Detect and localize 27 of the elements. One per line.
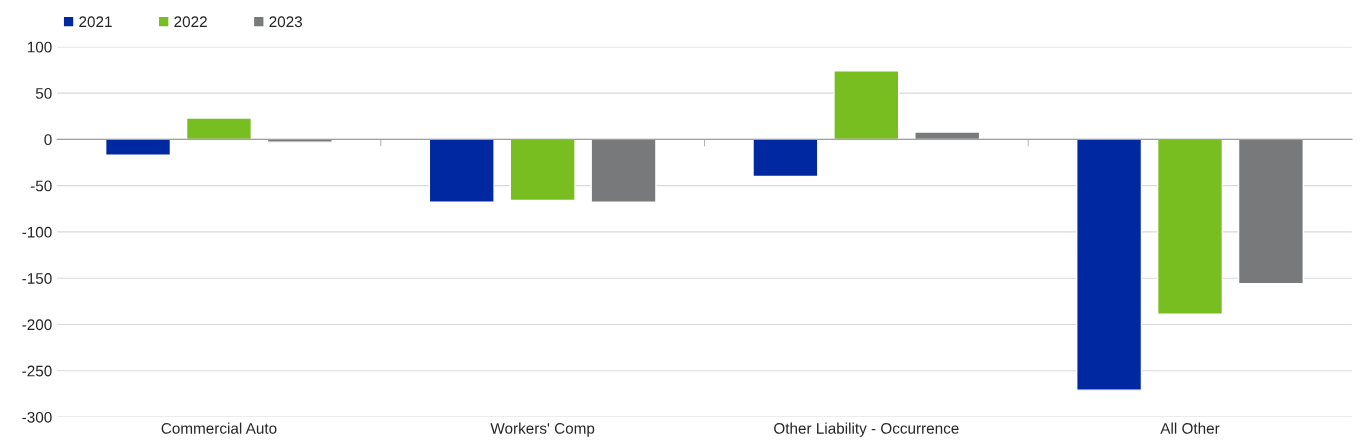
y-tick-label: 100 bbox=[27, 41, 52, 53]
x-tick-label: Other Liability - Occurrence bbox=[774, 422, 959, 437]
bar bbox=[914, 131, 981, 141]
x-tick-label: Commercial Auto bbox=[161, 422, 277, 434]
y-tick-label: 50 bbox=[35, 87, 52, 99]
bar bbox=[185, 117, 253, 141]
y-tick-label: -150 bbox=[22, 273, 52, 284]
y-tick-label: -200 bbox=[22, 319, 52, 331]
y-tick-label: 0 bbox=[44, 134, 52, 146]
y-tick-label: -100 bbox=[22, 226, 52, 238]
legend-label: 2022 bbox=[174, 16, 207, 28]
bar bbox=[590, 138, 657, 204]
x-tick-label: Workers' Comp bbox=[490, 422, 595, 437]
bar bbox=[104, 138, 172, 156]
bar bbox=[509, 138, 576, 202]
bar bbox=[1237, 138, 1304, 285]
legend-label: 2021 bbox=[79, 16, 112, 28]
bar bbox=[1076, 138, 1143, 391]
y-tick-label: -250 bbox=[22, 365, 52, 377]
x-tick-label: All Other bbox=[1160, 422, 1220, 434]
bar bbox=[428, 138, 495, 204]
bar bbox=[752, 138, 819, 178]
bar bbox=[1156, 138, 1224, 315]
bar bbox=[833, 70, 900, 141]
y-tick-label: -50 bbox=[30, 180, 52, 192]
y-tick-label: -300 bbox=[22, 411, 52, 423]
legend-label: 2023 bbox=[269, 16, 303, 28]
